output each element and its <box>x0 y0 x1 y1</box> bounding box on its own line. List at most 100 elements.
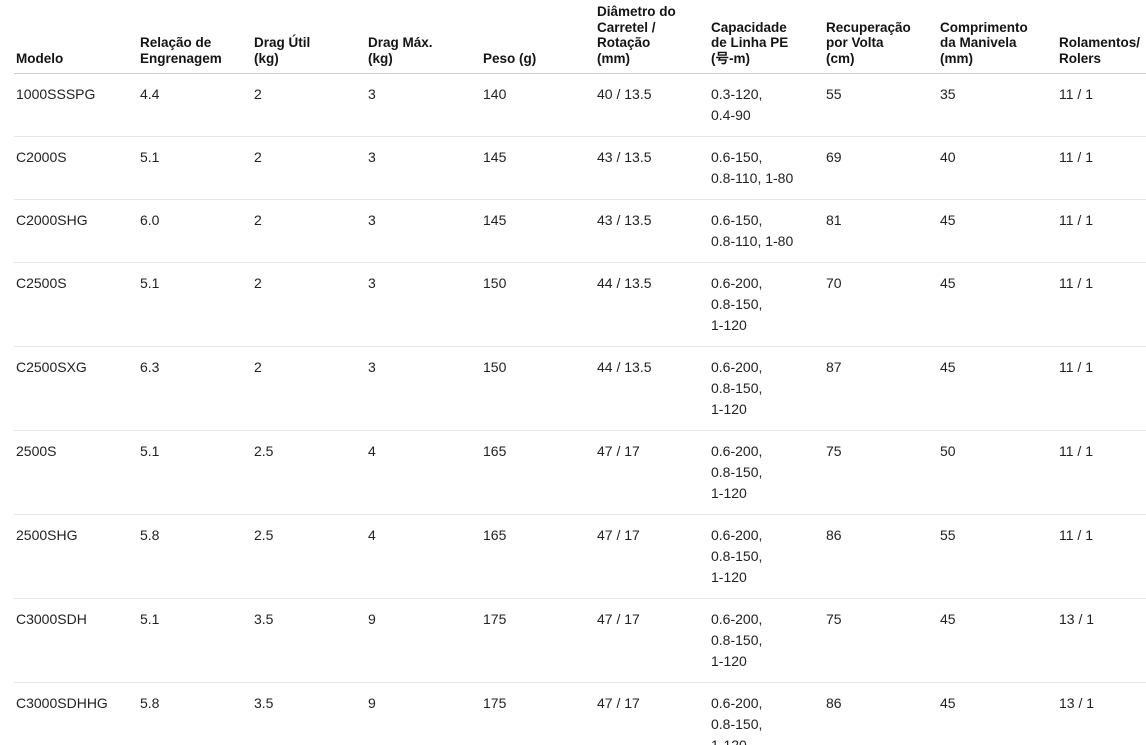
cell-rolamentos: 11 / 1 <box>1059 514 1146 599</box>
cell-diametro-carretel: 44 / 13.5 <box>597 346 711 431</box>
cell-relacao-engrenagem: 5.1 <box>140 430 254 515</box>
column-header-modelo: Modelo <box>14 0 140 74</box>
cell-modelo: C3000SDHHG <box>16 695 108 711</box>
cell-drag-util: 2.5 <box>254 430 368 515</box>
header-row: Modelo Relação de Engrenagem Drag Útil (kg… <box>14 0 1146 74</box>
cell-drag-util: 2 <box>254 262 368 347</box>
cell-rolamentos: 11 / 1 <box>1059 430 1146 515</box>
cell-peso: 165 <box>483 430 597 515</box>
cell-diametro-carretel: 47 / 17 <box>597 695 640 711</box>
cell-drag-max: 9 <box>368 695 376 711</box>
table-body: 1000SSSPG 4.4 2 3 140 40 / 13.5 0.3-120, 0.4-9… <box>14 73 1146 745</box>
cell-relacao-engrenagem: 5.8 <box>140 695 160 711</box>
cell-capacidade-linha-pe: 0.6-200, 0.8-150, 1-120 <box>711 695 763 745</box>
cell-recuperacao-volta: 86 <box>826 514 940 599</box>
table-row: 2500SHG 5.8 2.5 4 165 47 / 17 0.6-200, 0.8-150… <box>14 514 1146 599</box>
cell-drag-max: 3 <box>368 199 483 263</box>
cell-rolamentos: 11 / 1 <box>1059 346 1146 431</box>
cell-comprimento-manivela: 45 <box>940 199 1059 263</box>
cell-capacidade-linha-pe: 0.6-200, 0.8-150, 1-120 <box>711 346 826 431</box>
cell-recuperacao-volta: 86 <box>826 695 842 711</box>
cell-relacao-engrenagem: 6.3 <box>140 346 254 431</box>
cell-modelo: 2500SHG <box>14 514 140 599</box>
cell-peso: 150 <box>483 262 597 347</box>
cell-recuperacao-volta: 81 <box>826 199 940 263</box>
table-row: 2500S 5.1 2.5 4 165 47 / 17 0.6-200, 0.8-150, … <box>14 430 1146 515</box>
cell-relacao-engrenagem: 5.1 <box>140 598 254 683</box>
cell-comprimento-manivela: 45 <box>940 695 956 711</box>
cell-drag-util: 2 <box>254 199 368 263</box>
column-header-comprimento-manivela: Comprimento da Manivela (mm) <box>940 0 1059 74</box>
cell-peso: 150 <box>483 346 597 431</box>
cell-relacao-engrenagem: 6.0 <box>140 199 254 263</box>
cell-drag-max: 4 <box>368 430 483 515</box>
cell-capacidade-linha-pe: 0.6-200, 0.8-150, 1-120 <box>711 514 826 599</box>
cell-rolamentos: 11 / 1 <box>1059 262 1146 347</box>
cell-relacao-engrenagem: 5.1 <box>140 136 254 200</box>
cell-modelo: 1000SSSPG <box>14 73 140 137</box>
column-header-recuperacao-volta: Recuperação por Volta (cm) <box>826 0 940 74</box>
cell-modelo: C2500S <box>14 262 140 347</box>
cell-drag-util: 2 <box>254 73 368 137</box>
cell-drag-max: 4 <box>368 514 483 599</box>
cell-diametro-carretel: 47 / 17 <box>597 514 711 599</box>
column-header-drag-util: Drag Útil (kg) <box>254 0 368 74</box>
cell-drag-util: 3.5 <box>254 695 274 711</box>
cell-recuperacao-volta: 69 <box>826 136 940 200</box>
cell-rolamentos: 11 / 1 <box>1059 136 1146 200</box>
cell-recuperacao-volta: 87 <box>826 346 940 431</box>
column-header-relacao-engrenagem: Relação de Engrenagem <box>140 0 254 74</box>
cell-diametro-carretel: 47 / 17 <box>597 598 711 683</box>
cell-modelo: C3000SDH <box>14 598 140 683</box>
cell-rolamentos: 13 / 1 <box>1059 695 1095 711</box>
cell-comprimento-manivela: 55 <box>940 514 1059 599</box>
cell-drag-util: 2.5 <box>254 514 368 599</box>
cell-drag-util: 2 <box>254 136 368 200</box>
cell-modelo: C2500SXG <box>14 346 140 431</box>
cell-diametro-carretel: 43 / 13.5 <box>597 199 711 263</box>
cell-recuperacao-volta: 55 <box>826 73 940 137</box>
table-row: C2000SHG 6.0 2 3 145 43 / 13.5 0.6-150, 0.8-11… <box>14 199 1146 263</box>
cell-rolamentos: 11 / 1 <box>1059 199 1146 263</box>
table-row: C3000SDHHG 5.8 3.5 9 175 47 / 17 0.6-200, 0.8-… <box>14 683 1146 745</box>
cell-relacao-engrenagem: 5.8 <box>140 514 254 599</box>
column-header-capacidade-linha-pe: Capacidade de Linha PE (号-m) <box>711 0 826 74</box>
table-row: C2500SXG 6.3 2 3 150 44 / 13.5 0.6-200, 0.8-15… <box>14 346 1146 431</box>
cell-peso: 175 <box>483 695 507 711</box>
cell-capacidade-linha-pe: 0.6-200, 0.8-150, 1-120 <box>711 598 826 683</box>
column-header-diametro-carretel: Diâmetro do Carretel / Rotação (mm) <box>597 0 711 74</box>
cell-diametro-carretel: 44 / 13.5 <box>597 262 711 347</box>
cell-capacidade-linha-pe: 0.6-200, 0.8-150, 1-120 <box>711 262 826 347</box>
cell-modelo: C2000SHG <box>14 199 140 263</box>
cell-diametro-carretel: 47 / 17 <box>597 430 711 515</box>
cell-rolamentos: 13 / 1 <box>1059 598 1146 683</box>
cell-drag-max: 3 <box>368 73 483 137</box>
cell-comprimento-manivela: 45 <box>940 346 1059 431</box>
reel-spec-table: Modelo Relação de Engrenagem Drag Útil (kg… <box>14 0 1146 745</box>
column-header-rolamentos: Rolamentos/ Rolers <box>1059 0 1146 74</box>
cell-drag-util: 3.5 <box>254 598 368 683</box>
cell-drag-max: 3 <box>368 346 483 431</box>
cell-comprimento-manivela: 50 <box>940 430 1059 515</box>
cell-comprimento-manivela: 45 <box>940 262 1059 347</box>
column-header-peso: Peso (g) <box>483 0 597 74</box>
column-header-drag-max: Drag Máx. (kg) <box>368 0 483 74</box>
cell-relacao-engrenagem: 4.4 <box>140 73 254 137</box>
cell-drag-max: 3 <box>368 262 483 347</box>
table-row: 1000SSSPG 4.4 2 3 140 40 / 13.5 0.3-120, 0.4-9… <box>14 73 1146 137</box>
cell-drag-util: 2 <box>254 346 368 431</box>
cell-modelo: 2500S <box>14 430 140 515</box>
cell-peso: 165 <box>483 514 597 599</box>
cell-peso: 145 <box>483 199 597 263</box>
cell-relacao-engrenagem: 5.1 <box>140 262 254 347</box>
cell-modelo: C2000S <box>14 136 140 200</box>
cell-peso: 140 <box>483 73 597 137</box>
table-row: C2000S 5.1 2 3 145 43 / 13.5 0.6-150, 0.8-110,… <box>14 136 1146 200</box>
cell-comprimento-manivela: 40 <box>940 136 1059 200</box>
cell-recuperacao-volta: 70 <box>826 262 940 347</box>
cell-peso: 175 <box>483 598 597 683</box>
cell-recuperacao-volta: 75 <box>826 598 940 683</box>
cell-capacidade-linha-pe: 0.6-150, 0.8-110, 1-80 <box>711 199 826 263</box>
cell-diametro-carretel: 43 / 13.5 <box>597 136 711 200</box>
